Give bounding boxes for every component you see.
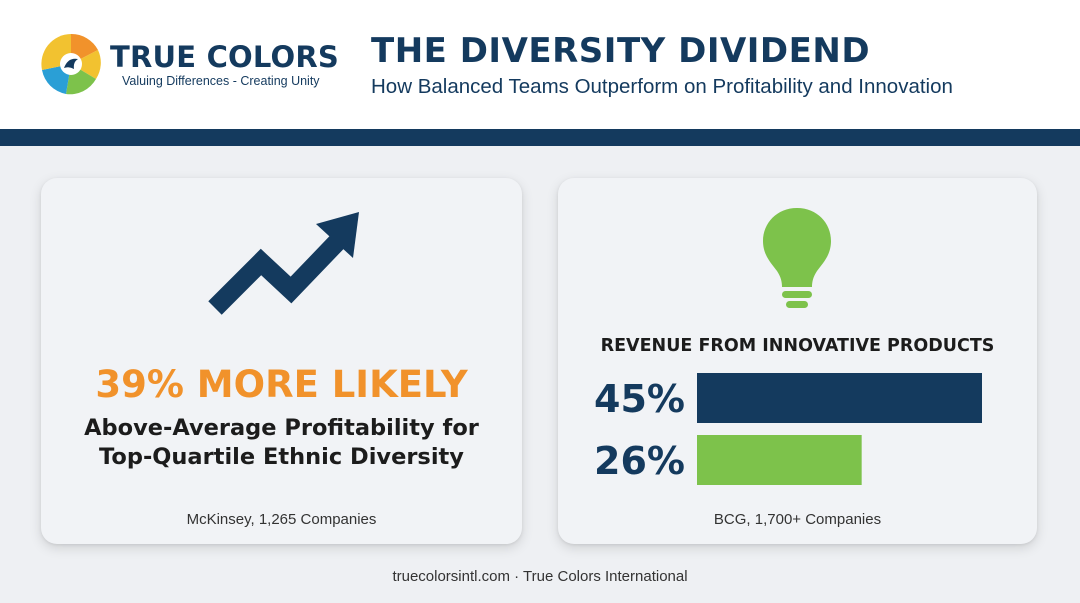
stat-description-line-2: Top-Quartile Ethnic Diversity — [99, 444, 464, 470]
footer-credit: truecolorsintl.com · True Colors Interna… — [392, 568, 688, 585]
stat-headline: 39% MORE LIKELY — [95, 363, 468, 406]
stat-description: Above-Average Profitability for Top-Quar… — [41, 414, 522, 472]
bar-label-1: 26% — [594, 439, 685, 483]
brand-name: TRUE COLORS — [110, 40, 340, 74]
header: TRUE COLORS Valuing Differences - Creati… — [0, 0, 1080, 128]
bar-label-0: 45% — [594, 377, 685, 421]
lightbulb-icon — [763, 208, 831, 308]
profitability-card: 39% MORE LIKELY Above-Average Profitabil… — [41, 178, 522, 544]
page-subtitle: How Balanced Teams Outperform on Profita… — [371, 75, 953, 98]
header-divider — [0, 129, 1080, 146]
innovation-source: BCG, 1,700+ Companies — [713, 511, 882, 528]
trending-up-arrow-icon — [208, 212, 359, 315]
brand-tagline: Valuing Differences - Creating Unity — [122, 74, 320, 88]
page-title: THE DIVERSITY DIVIDEND — [371, 31, 871, 71]
chart-title: REVENUE FROM INNOVATIVE PRODUCTS — [600, 336, 995, 356]
innovation-card: REVENUE FROM INNOVATIVE PRODUCTS 45% 26% … — [558, 178, 1037, 544]
true-colors-logo-icon — [41, 33, 101, 95]
stat-description-line-1: Above-Average Profitability for — [84, 415, 479, 441]
bar-1 — [697, 435, 862, 485]
bar-0 — [697, 373, 982, 423]
profitability-source: McKinsey, 1,265 Companies — [186, 511, 377, 528]
innovation-bar-chart: 45%26% — [594, 373, 982, 485]
